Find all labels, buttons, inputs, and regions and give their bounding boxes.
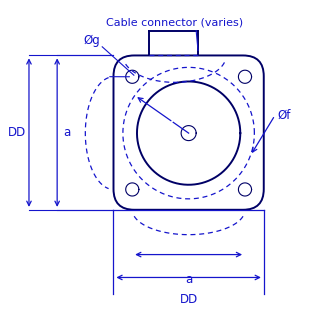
FancyBboxPatch shape xyxy=(114,55,264,210)
Text: DD: DD xyxy=(8,126,26,139)
Text: DD: DD xyxy=(180,293,198,306)
Text: Øg: Øg xyxy=(83,34,100,47)
Text: Øf: Øf xyxy=(278,109,291,122)
Text: a: a xyxy=(185,273,192,286)
Text: a: a xyxy=(63,126,70,139)
Text: Cable connector (varies): Cable connector (varies) xyxy=(106,18,243,27)
